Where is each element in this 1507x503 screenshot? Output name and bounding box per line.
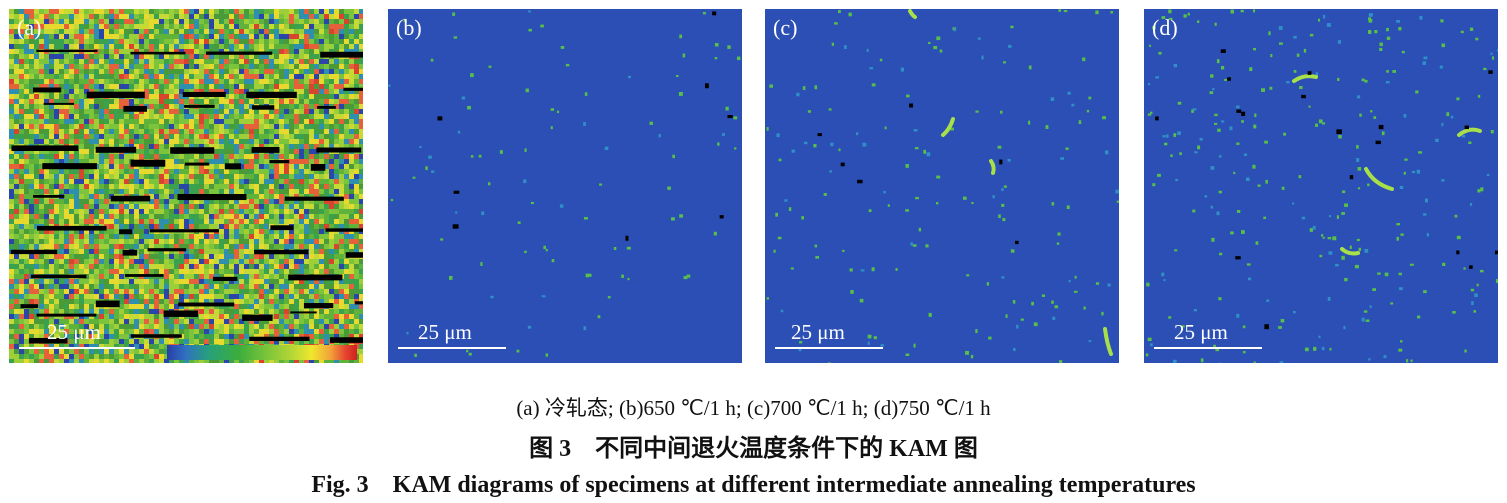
scale-text-b: 25 μm [418, 320, 472, 344]
figure-panels: (a) 25 μm (b) 25 μm (c) 25 μm (d) 25 μm [9, 9, 1499, 363]
kam-map-cold-rolled: (a) 25 μm [9, 9, 363, 363]
kam-map-650C: (b) 25 μm [388, 9, 742, 363]
panel-label-d: (d) [1152, 15, 1178, 40]
scale-bar-d [1154, 347, 1262, 349]
kam-map-b-image [388, 9, 742, 363]
scale-text-d: 25 μm [1174, 320, 1228, 344]
figure-caption-chinese: 图 3 不同中间退火温度条件下的 KAM 图 [529, 436, 978, 462]
figure-caption-english: Fig. 3 KAM diagrams of specimens at diff… [311, 472, 1196, 498]
scale-text-c: 25 μm [791, 320, 845, 344]
scale-bar-a [19, 347, 135, 349]
kam-color-legend [167, 345, 357, 360]
panel-label-a: (a) [17, 15, 42, 40]
figure-subcaption: (a) 冷轧态; (b)650 ℃/1 h; (c)700 ℃/1 h; (d)… [516, 396, 991, 420]
kam-map-a-image [9, 9, 363, 363]
kam-map-c-image [765, 9, 1119, 363]
kam-map-d-image [1144, 9, 1498, 363]
kam-map-750C: (d) 25 μm [1144, 9, 1498, 363]
kam-map-700C: (c) 25 μm [765, 9, 1119, 363]
scale-bar-b [398, 347, 506, 349]
panel-label-c: (c) [773, 15, 798, 40]
scale-bar-c [775, 347, 883, 349]
panel-label-b: (b) [396, 15, 422, 40]
scale-text-a: 25 μm [47, 320, 101, 344]
